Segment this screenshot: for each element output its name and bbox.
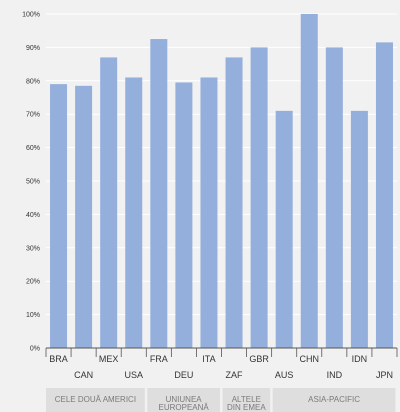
y-tick-label: 80% — [26, 78, 40, 85]
region-label: DIN EMEA — [227, 403, 266, 412]
y-tick-label: 20% — [26, 279, 40, 286]
bar-mex — [100, 57, 118, 349]
bar-usa — [125, 77, 143, 349]
bar-bra — [50, 84, 68, 348]
y-tick-label: 90% — [26, 45, 40, 52]
region-label: ASIA-PACIFIC — [308, 395, 360, 404]
x-tick-label: MEX — [99, 354, 119, 364]
bar-deu — [175, 82, 193, 348]
region-label: UNIUNEA — [166, 395, 203, 404]
bar-idn — [350, 110, 368, 348]
bar-ita — [200, 77, 218, 349]
bar-ind — [325, 47, 343, 349]
x-tick-label: IND — [327, 370, 343, 380]
x-tick-label: GBR — [249, 354, 269, 364]
x-tick-label: IDN — [352, 354, 368, 364]
y-tick-label: 30% — [26, 245, 40, 252]
bars — [50, 14, 393, 349]
x-tick-label: ZAF — [226, 370, 244, 380]
bar-zaf — [225, 57, 243, 349]
bar-chn — [300, 14, 318, 348]
y-axis: 0% 10% 20% 30% 40% 50% 60% 70% 80% 90% 100% — [22, 12, 40, 353]
region-band — [147, 388, 220, 412]
x-tick-label: CAN — [74, 370, 93, 380]
region-label: ALTELE — [232, 395, 261, 404]
y-tick-label: 70% — [26, 112, 40, 119]
bar-can — [75, 85, 93, 348]
x-tick-label: CHN — [300, 354, 320, 364]
y-tick-label: 40% — [26, 212, 40, 219]
region-band — [46, 388, 145, 412]
y-tick-label: 50% — [26, 179, 40, 186]
region-label: EUROPEANĂ — [159, 403, 210, 412]
region-band — [222, 388, 271, 412]
y-tick-label: 60% — [26, 145, 40, 152]
bar-jpn — [375, 42, 393, 348]
x-tick-label: ITA — [202, 354, 215, 364]
x-tick-label: BRA — [49, 354, 68, 364]
y-tick-label: 100% — [22, 12, 40, 19]
region-label: CELE DOUĂ AMERICI — [55, 395, 136, 404]
y-tick-label: 0% — [30, 346, 40, 353]
x-tick-label: AUS — [275, 370, 294, 380]
bar-fra — [150, 39, 168, 349]
bar-gbr — [250, 47, 268, 349]
x-tick-label: JPN — [376, 370, 393, 380]
bar-aus — [275, 110, 293, 348]
x-tick-label: DEU — [174, 370, 193, 380]
y-tick-label: 10% — [26, 312, 40, 319]
x-tick-label: FRA — [150, 354, 168, 364]
x-axis: BRA CAN MEX USA FRA DEU ITA ZAF GBR AUS CHN IND IDN J… — [45, 347, 398, 380]
x-tick-label: USA — [124, 370, 143, 380]
region-band — [272, 388, 396, 412]
